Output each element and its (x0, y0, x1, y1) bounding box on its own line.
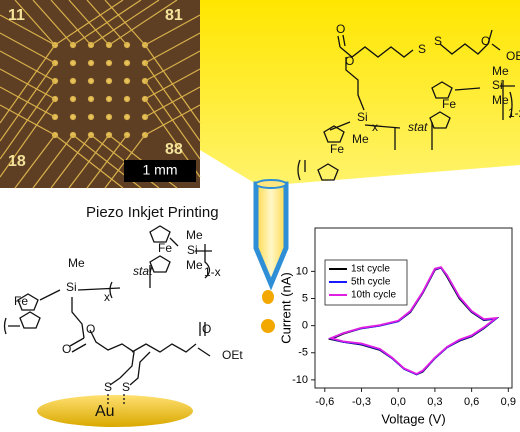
droplet (261, 319, 275, 333)
y-tick-label: -5 (298, 347, 308, 359)
nozzle (253, 179, 289, 333)
pad (105, 95, 113, 103)
pad (87, 77, 95, 85)
pad (87, 95, 95, 103)
electrode-photo: 1 mm 11 81 18 88 (0, 0, 201, 189)
chem-label: x (372, 120, 378, 134)
trace (0, 80, 56, 160)
x-axis-label: Voltage (V) (381, 411, 445, 426)
chem-label: Me (186, 228, 203, 242)
chem-label: O (86, 322, 95, 336)
scale-bar-label: 1 mm (143, 162, 178, 178)
pad (87, 113, 95, 121)
top-structure-bonds (297, 29, 515, 181)
droplet (262, 290, 274, 304)
chem-label: 1-x (204, 265, 221, 279)
chem-label: stat (133, 264, 153, 278)
chem-label: x (104, 290, 110, 304)
trace (144, 62, 201, 142)
chem-label: Me (186, 258, 203, 272)
trace (0, 14, 56, 46)
legend-label: 10th cycle (351, 290, 396, 301)
x-tick-label: 0,9 (501, 396, 516, 408)
x-tick-label: 0,6 (464, 396, 479, 408)
x-tick-label: 0,3 (427, 396, 442, 408)
trace (108, 0, 178, 46)
trace (144, 14, 201, 46)
y-tick-label: 0 (302, 320, 308, 332)
pad (69, 113, 77, 121)
chem-label: Si (357, 110, 368, 124)
trace (0, 44, 56, 124)
cv-curve (328, 266, 500, 375)
cv-chart: -10 -5 0 5 10 -0,6 -0,3 0,0 0,3 0,6 0,9 Voltage (V)… (278, 227, 516, 426)
photo-label: 81 (165, 7, 183, 24)
pad (123, 95, 131, 103)
pad (69, 77, 77, 85)
chem-label: Si (187, 243, 198, 257)
chem-label: Fe (158, 241, 172, 255)
photo-label: 11 (8, 7, 25, 24)
y-tick-label: -10 (292, 374, 308, 386)
trace (54, 0, 124, 46)
chem-label: Si (492, 78, 503, 92)
photo-label: 88 (165, 141, 183, 158)
chem-label: Me (492, 93, 509, 107)
chem-label: Me (352, 132, 369, 146)
trace (0, 98, 56, 178)
legend-label: 5th cycle (351, 277, 391, 288)
chem-label: S (122, 380, 130, 394)
trace (144, 80, 201, 160)
pad (87, 59, 95, 67)
trace (14, 134, 56, 189)
trace (90, 0, 160, 46)
pad (123, 113, 131, 121)
chem-label: Me (492, 64, 509, 78)
chem-label: Fe (14, 294, 28, 308)
chem-label: OEt (506, 49, 520, 63)
y-tick-label: 5 (302, 292, 308, 304)
y-axis-label: Current (nA) (278, 272, 293, 344)
chem-label: O (481, 34, 490, 48)
chem-label: stat (408, 120, 428, 134)
chem-label: Me (68, 256, 85, 270)
chem-label: Fe (330, 142, 344, 156)
chem-label: S (104, 380, 112, 394)
x-tick-label: 0,0 (391, 396, 406, 408)
spotlight (200, 0, 520, 184)
chem-label: OEt (222, 348, 243, 362)
pad (105, 59, 113, 67)
trace (0, 62, 56, 142)
trace (144, 44, 201, 124)
photo-label: 18 (8, 153, 26, 170)
pad (105, 77, 113, 85)
legend-label: 1st cycle (351, 264, 390, 275)
y-tick-label: 10 (296, 265, 308, 277)
pad (105, 113, 113, 121)
pad (69, 95, 77, 103)
substrate-label: Au (95, 403, 115, 420)
chem-label: O (336, 22, 345, 36)
chem-label: S (418, 42, 426, 56)
chem-label: O (202, 322, 211, 336)
bottom-structure-bonds (3, 225, 212, 406)
pad (123, 77, 131, 85)
x-tick-label: -0,6 (315, 396, 334, 408)
chem-label: O (62, 342, 71, 356)
scale-bar (124, 160, 196, 182)
chem-label: Si (66, 280, 77, 294)
x-tick-label: -0,3 (352, 396, 371, 408)
trace (14, 0, 56, 46)
pad (69, 59, 77, 67)
chem-label: O (345, 54, 354, 68)
chem-label: Fe (442, 97, 456, 111)
gold-substrate (37, 395, 193, 427)
trace (54, 134, 124, 189)
pad (123, 59, 131, 67)
chem-label: 1-x (508, 106, 520, 120)
caption: Piezo Inkjet Printing (86, 204, 219, 221)
trace (72, 0, 142, 46)
chem-label: S (434, 34, 442, 48)
